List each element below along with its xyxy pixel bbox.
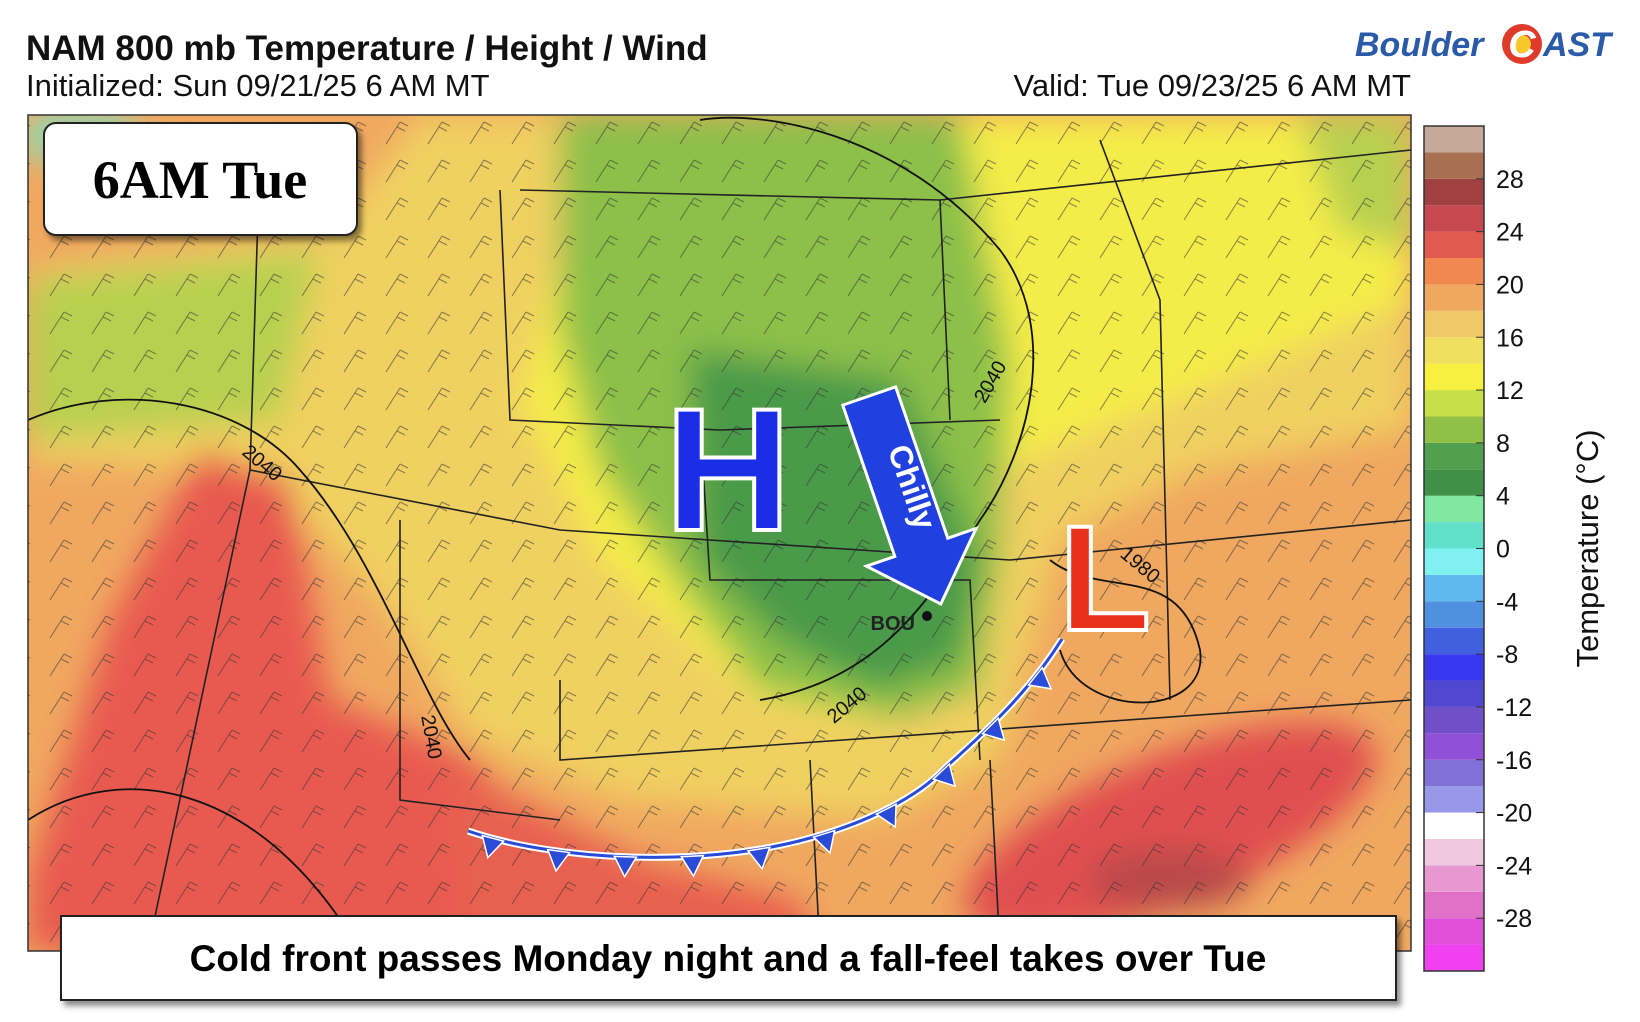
colorbar-segment — [1424, 258, 1484, 285]
wind-barbs — [28, 115, 1411, 951]
colorbar-tick-label: -16 — [1496, 747, 1532, 775]
colorbar-segment — [1424, 363, 1484, 391]
caption-rect — [60, 915, 1397, 1001]
caption: Cold front passes Monday night and a fal… — [190, 938, 1267, 979]
colorbar-segment — [1424, 918, 1484, 945]
colorbar-segment — [1424, 838, 1484, 866]
colorbar-tick-label: -20 — [1496, 800, 1532, 828]
colorbar-segment — [1424, 205, 1484, 232]
front-triangle — [812, 829, 836, 855]
front-triangle — [613, 855, 638, 879]
cold-front — [467, 638, 1064, 859]
colorbar-segment — [1424, 944, 1484, 971]
colorbar: -28 -24 -20 -16 -12 -8 -4 0 4 8 12 16 20 24 28 Temperat… — [1423, 125, 1605, 972]
colorbar-segment — [1424, 812, 1484, 839]
colorbar-tick-label: -4 — [1496, 588, 1518, 616]
colorbar-segment — [1424, 680, 1484, 707]
colorbar-segment — [1424, 469, 1484, 496]
badge-box — [43, 122, 358, 236]
station-label: BOU — [871, 613, 915, 635]
logo: Boulder C AST — [1355, 24, 1614, 66]
colorbar-segment — [1424, 865, 1484, 892]
front-triangle — [481, 834, 505, 860]
colorbar-segment — [1424, 522, 1484, 549]
colorbar-tick-label: -24 — [1496, 852, 1532, 880]
state-lines — [149, 139, 1411, 951]
badge-text: 6AM Tue — [93, 150, 308, 210]
colorbar-segment — [1424, 574, 1484, 602]
arrow-shape — [840, 384, 979, 607]
title: NAM 800 mb Temperature / Height / Wind — [26, 29, 708, 68]
colorbar-tick-label: 16 — [1496, 324, 1524, 352]
front-triangle — [746, 846, 771, 871]
front-triangle — [680, 854, 705, 878]
colorbar-segment — [1424, 759, 1484, 787]
front-triangle — [931, 762, 957, 788]
colorbar-segment — [1424, 390, 1484, 417]
colorbar-tick-label: 4 — [1496, 483, 1510, 511]
colorbar-label: Temperature (°C) — [1570, 429, 1605, 667]
front-triangle — [546, 848, 571, 873]
colorbar-tick-label: 20 — [1496, 271, 1524, 299]
station-dot — [922, 611, 932, 621]
colorbar-segment — [1424, 178, 1484, 206]
front-triangle — [874, 802, 897, 829]
colorbar-tick-label: -12 — [1496, 694, 1532, 722]
colorbar-segment — [1424, 337, 1484, 364]
initialized: Initialized: Sun 09/21/25 6 AM MT — [26, 68, 490, 103]
colorbar-segment — [1424, 733, 1484, 760]
front-triangle — [981, 716, 1006, 742]
logo-name: Boulder — [1355, 26, 1485, 64]
colorbar-segment — [1424, 416, 1484, 443]
colorbar-tick-label: 8 — [1496, 430, 1510, 458]
high-label: H — [665, 373, 791, 568]
colorbar-segment — [1424, 231, 1484, 259]
low-label: L — [1059, 494, 1151, 662]
colorbar-tick-label: 0 — [1496, 536, 1510, 564]
colorbar-tick-label: -28 — [1496, 905, 1532, 933]
colorbar-segment — [1424, 310, 1484, 338]
front-triangle — [1027, 666, 1053, 690]
colorbar-segment — [1424, 706, 1484, 734]
colorbar-tick-label: -8 — [1496, 641, 1518, 669]
colorbar-segment — [1424, 152, 1484, 179]
colorbar-tick-label: 28 — [1496, 166, 1524, 194]
colorbar-tick-label: 24 — [1496, 219, 1524, 247]
colorbar-segment — [1424, 548, 1484, 575]
colorbar-segment — [1424, 284, 1484, 311]
map — [28, 115, 1411, 951]
colorbar-segment — [1424, 627, 1484, 655]
logo-sun — [1513, 35, 1531, 53]
colorbar-segment — [1424, 891, 1484, 919]
logo-suffix: AST — [1542, 26, 1614, 64]
colorbar-segment — [1424, 126, 1484, 153]
height-contours — [28, 116, 1202, 951]
valid: Valid: Tue 09/23/25 6 AM MT — [1014, 68, 1412, 103]
caption-box — [60, 915, 1397, 1001]
colorbar-segment — [1424, 786, 1484, 813]
colorbar-tick-label: 12 — [1496, 377, 1524, 405]
colorbar-segment — [1424, 442, 1484, 470]
colorbar-segment — [1424, 601, 1484, 628]
colorbar-segment — [1424, 654, 1484, 681]
badge — [43, 122, 358, 236]
colorbar-segment — [1424, 495, 1484, 523]
logo-mark: C — [1508, 24, 1536, 66]
